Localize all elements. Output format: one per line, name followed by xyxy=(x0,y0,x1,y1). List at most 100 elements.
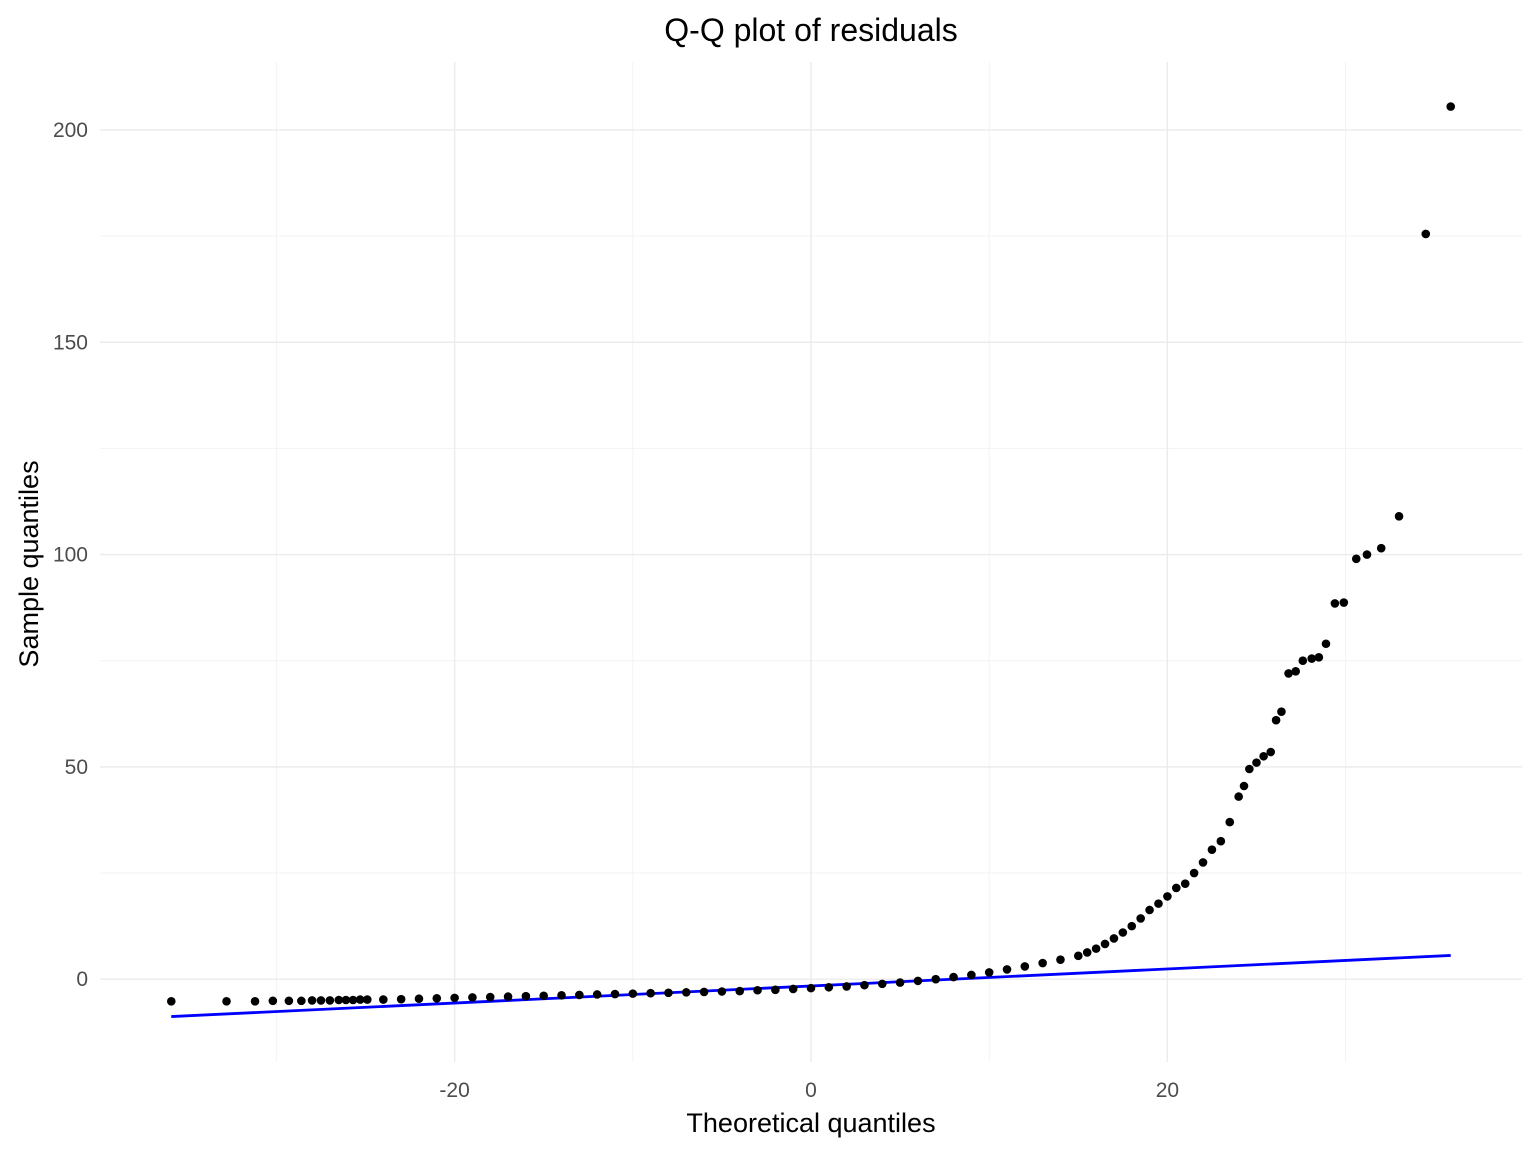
y-tick-label: 100 xyxy=(53,544,88,567)
data-point xyxy=(967,970,976,980)
data-point xyxy=(1245,764,1254,774)
x-tick-label: 0 xyxy=(805,1079,817,1102)
data-point xyxy=(284,996,294,1006)
data-point xyxy=(1362,550,1372,559)
data-point xyxy=(1298,656,1308,666)
data-point xyxy=(895,978,905,987)
data-point xyxy=(824,982,834,992)
data-point xyxy=(1225,817,1235,827)
y-axis-title: Sample quantiles xyxy=(14,460,44,667)
data-point xyxy=(1351,554,1361,564)
data-point xyxy=(414,994,424,1004)
data-point xyxy=(753,985,762,995)
data-point xyxy=(1284,669,1293,678)
data-point xyxy=(984,968,994,977)
data-point xyxy=(362,995,372,1004)
y-tick-label: 150 xyxy=(53,331,88,354)
data-point xyxy=(503,992,513,1001)
y-tick-label: 50 xyxy=(65,756,88,779)
data-point xyxy=(268,996,278,1006)
data-point xyxy=(1145,905,1154,915)
data-point xyxy=(681,988,691,997)
data-point xyxy=(1259,751,1268,761)
data-point xyxy=(325,996,335,1005)
data-point xyxy=(628,989,638,998)
data-point xyxy=(1252,758,1261,767)
x-axis-title: Theoretical quantiles xyxy=(686,1108,935,1138)
data-point xyxy=(1154,899,1163,908)
data-point xyxy=(1056,955,1065,964)
data-point xyxy=(432,994,442,1003)
data-point xyxy=(341,995,351,1005)
data-point xyxy=(297,996,306,1006)
data-point xyxy=(1394,512,1404,521)
data-point xyxy=(1314,653,1324,662)
data-point xyxy=(1376,543,1386,553)
data-point xyxy=(1421,229,1431,239)
data-point xyxy=(1038,958,1047,968)
data-point xyxy=(1291,667,1300,676)
data-point xyxy=(610,989,620,999)
data-point xyxy=(1239,781,1249,791)
data-point xyxy=(1109,934,1119,943)
data-point xyxy=(468,993,477,1002)
data-point xyxy=(931,974,941,984)
data-point xyxy=(877,979,887,989)
data-point xyxy=(1189,868,1199,878)
data-point xyxy=(1198,858,1208,867)
data-point xyxy=(860,980,869,990)
gridlines xyxy=(100,62,1522,1062)
data-point xyxy=(1020,962,1030,971)
data-point xyxy=(949,972,958,982)
data-point xyxy=(1073,951,1083,961)
y-tick-label: 0 xyxy=(76,968,88,991)
x-tick-label: 20 xyxy=(1156,1079,1179,1102)
data-point xyxy=(1307,654,1317,663)
data-point xyxy=(1216,836,1226,846)
data-point xyxy=(316,996,326,1005)
data-point xyxy=(521,991,531,1001)
data-point xyxy=(664,988,673,998)
data-point xyxy=(592,990,602,999)
data-point xyxy=(699,987,709,997)
data-point xyxy=(1172,883,1181,893)
data-point xyxy=(222,996,231,1006)
data-point xyxy=(450,993,459,1003)
data-point xyxy=(557,991,566,1000)
data-point xyxy=(539,991,549,1001)
data-points xyxy=(166,102,1456,1006)
data-point xyxy=(1277,707,1286,716)
chart-title: Q-Q plot of residuals xyxy=(664,12,957,48)
data-point xyxy=(1118,928,1128,937)
data-point xyxy=(166,996,176,1006)
data-point xyxy=(1207,845,1217,854)
data-point xyxy=(307,996,317,1005)
data-point xyxy=(913,976,923,986)
data-point xyxy=(334,995,344,1005)
data-point xyxy=(355,995,365,1004)
data-point xyxy=(1127,921,1137,931)
data-point xyxy=(1091,944,1101,953)
data-point xyxy=(396,994,406,1004)
data-point xyxy=(1180,879,1190,888)
data-point xyxy=(348,995,358,1005)
data-point xyxy=(1082,948,1092,957)
data-point xyxy=(806,983,816,993)
data-point xyxy=(842,982,851,991)
data-point xyxy=(771,985,780,995)
data-point xyxy=(1136,914,1145,923)
data-point xyxy=(1266,747,1276,757)
data-point xyxy=(646,988,655,998)
data-point xyxy=(788,984,798,994)
data-point xyxy=(1446,102,1456,111)
data-point xyxy=(735,986,745,996)
data-point xyxy=(1330,599,1340,608)
data-point xyxy=(1321,639,1331,649)
data-point xyxy=(250,996,260,1006)
data-point xyxy=(379,995,388,1004)
data-point xyxy=(1271,715,1281,725)
y-tick-label: 200 xyxy=(53,119,88,142)
data-point xyxy=(575,990,584,1000)
